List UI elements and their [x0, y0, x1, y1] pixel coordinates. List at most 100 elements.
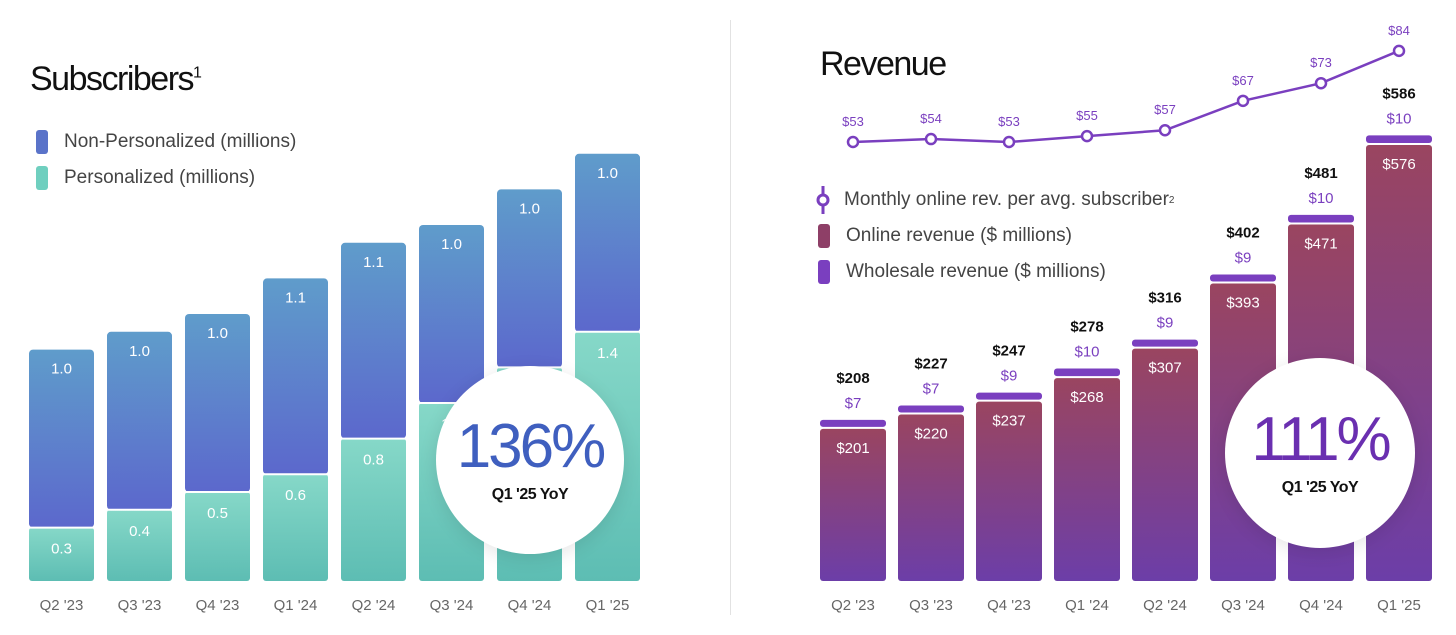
bar-non-personalized — [107, 331, 172, 510]
online-revenue-swatch-icon — [818, 224, 830, 248]
line-point-label: $73 — [1310, 55, 1332, 70]
x-tick-label: Q3 '24 — [1221, 597, 1265, 614]
legend-non-personalized: Non-Personalized (millions) — [36, 130, 296, 154]
legend-monthly-rev-label: Monthly online rev. per avg. subscriber — [844, 189, 1169, 210]
subscribers-chart: 1.0 0.3 Q2 '23 1.0 0.4 Q3 '23 1.0 0.5 Q4 '23 1.1 0… — [29, 153, 640, 614]
label-total-revenue: $278 — [1070, 319, 1103, 336]
bar-online-revenue — [1054, 378, 1120, 581]
non-personalized-swatch-icon — [36, 130, 48, 154]
legend-monthly-rev: Monthly online rev. per avg. subscriber 2 — [816, 186, 1174, 214]
x-tick-label: Q2 '24 — [1143, 597, 1187, 614]
label-wholesale-revenue: $7 — [845, 395, 862, 412]
label-non-personalized: 1.1 — [285, 289, 306, 306]
label-total-revenue: $402 — [1226, 224, 1259, 241]
line-point — [1392, 44, 1406, 58]
wholesale-revenue-swatch-icon — [818, 260, 830, 284]
line-monthly-rev-per-subscriber — [852, 49, 1400, 144]
label-total-revenue: $208 — [836, 370, 869, 387]
x-tick-label: Q1 '24 — [1065, 597, 1109, 614]
label-wholesale-revenue: $9 — [1157, 315, 1174, 332]
bar-wholesale-revenue — [1210, 274, 1276, 282]
label-total-revenue: $586 — [1382, 85, 1415, 102]
bar-non-personalized — [497, 189, 562, 368]
x-tick-label: Q1 '25 — [586, 597, 630, 614]
line-point-label: $54 — [920, 111, 942, 126]
line-point-label: $67 — [1232, 73, 1254, 88]
label-total-revenue: $227 — [914, 355, 947, 372]
bar-non-personalized — [575, 153, 640, 332]
label-wholesale-revenue: $9 — [1235, 249, 1252, 266]
line-point — [924, 132, 938, 146]
label-wholesale-revenue: $10 — [1308, 190, 1333, 207]
bar-personalized — [341, 438, 406, 581]
line-marker-icon — [816, 186, 830, 214]
line-point — [1158, 123, 1172, 137]
label-personalized: 1.4 — [597, 345, 618, 362]
x-tick-label: Q3 '23 — [118, 597, 162, 614]
bar-wholesale-revenue — [1054, 368, 1120, 377]
x-tick-label: Q3 '24 — [430, 597, 474, 614]
label-wholesale-revenue: $10 — [1386, 110, 1411, 127]
line-point — [846, 135, 860, 149]
line-point — [1236, 94, 1250, 108]
bar-personalized — [185, 492, 250, 581]
line-point — [1080, 129, 1094, 143]
personalized-swatch-icon — [36, 166, 48, 190]
line-point-label: $55 — [1076, 108, 1098, 123]
x-tick-label: Q4 '24 — [1299, 597, 1343, 614]
subscribers-panel: Subscribers1 Non-Personalized (millions)… — [29, 60, 640, 614]
legend-online-revenue-label: Online revenue ($ millions) — [846, 225, 1072, 246]
subscribers-yoy-label: Q1 '25 YoY — [491, 486, 569, 503]
label-total-revenue: $247 — [992, 343, 1025, 360]
label-personalized: 0.8 — [363, 452, 384, 469]
bar-personalized — [107, 509, 172, 581]
label-personalized: 0.3 — [51, 541, 72, 558]
legend-personalized: Personalized (millions) — [36, 166, 255, 190]
label-personalized: 0.6 — [285, 487, 306, 504]
x-tick-label: Q4 '23 — [987, 597, 1031, 614]
bar-online-revenue — [1132, 348, 1198, 581]
label-wholesale-revenue: $9 — [1001, 368, 1018, 385]
label-online-revenue: $220 — [914, 425, 947, 442]
line-point — [1314, 76, 1328, 90]
bar-non-personalized — [341, 242, 406, 439]
x-tick-label: Q1 '25 — [1377, 597, 1421, 614]
bar-non-personalized — [419, 225, 484, 403]
bar-personalized — [263, 474, 328, 581]
subscribers-title: Subscribers1 — [30, 60, 202, 98]
line-point — [1002, 135, 1016, 149]
legend-monthly-rev-sup: 2 — [1168, 194, 1175, 206]
label-personalized: 0.5 — [207, 505, 228, 522]
label-non-personalized: 1.1 — [363, 254, 384, 271]
bar-wholesale-revenue — [1366, 135, 1432, 143]
legend-wholesale-revenue: Wholesale revenue ($ millions) — [818, 260, 1106, 284]
bar-non-personalized — [185, 314, 250, 492]
label-total-revenue: $481 — [1304, 165, 1337, 182]
label-wholesale-revenue: $10 — [1074, 344, 1099, 361]
revenue-panel: Revenue Monthly online rev. per avg. sub… — [732, 0, 1456, 635]
label-online-revenue: $237 — [992, 413, 1025, 430]
line-point-label: $53 — [998, 114, 1020, 129]
line-point-label: $53 — [842, 114, 864, 129]
line-point-label: $84 — [1388, 23, 1410, 38]
label-online-revenue: $268 — [1070, 389, 1103, 406]
revenue-yoy-bubble: 111% Q1 '25 YoY — [1225, 358, 1415, 548]
label-online-revenue: $201 — [836, 440, 869, 457]
bar-online-revenue — [898, 414, 964, 581]
subscribers-yoy-value: 136% — [456, 412, 607, 481]
bar-non-personalized — [29, 349, 94, 528]
bar-personalized — [29, 527, 94, 581]
revenue-yoy-label: Q1 '25 YoY — [1281, 479, 1359, 496]
legend-wholesale-revenue-label: Wholesale revenue ($ millions) — [846, 261, 1106, 282]
bar-wholesale-revenue — [820, 419, 886, 427]
legend-non-personalized-label: Non-Personalized (millions) — [64, 131, 297, 152]
legend-personalized-label: Personalized (millions) — [64, 167, 256, 188]
revenue-yoy-value: 111% — [1251, 405, 1391, 474]
label-non-personalized: 1.0 — [207, 325, 228, 342]
label-non-personalized: 1.0 — [597, 165, 618, 182]
x-tick-label: Q1 '24 — [274, 597, 318, 614]
label-personalized: 0.4 — [129, 523, 150, 540]
x-tick-label: Q2 '23 — [40, 597, 84, 614]
bar-non-personalized — [263, 278, 328, 475]
x-tick-label: Q4 '23 — [196, 597, 240, 614]
